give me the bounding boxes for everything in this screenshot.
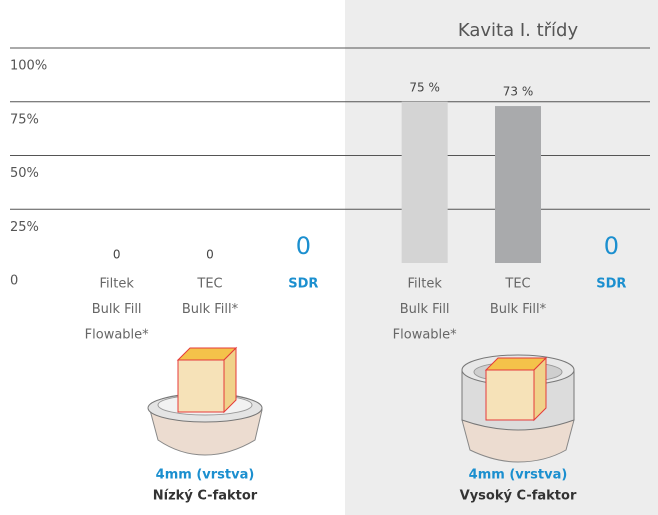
- y-tick-label: 25%: [10, 220, 39, 235]
- chart: 0 25% 50% 75% 100% 0 Filtek Bulk Fill Flowable* 0…: [0, 0, 658, 515]
- x-tick-label: SDR: [288, 277, 318, 292]
- x-tick-label: Filtek: [99, 277, 134, 292]
- y-tick-label: 100%: [10, 59, 47, 74]
- x-tick-label: TEC: [196, 277, 222, 292]
- x-tick-label: Bulk Fill*: [182, 302, 239, 317]
- c-factor-caption: Vysoký C-faktor: [460, 489, 577, 504]
- bar: [402, 102, 448, 263]
- y-tick-label: 0: [10, 274, 18, 289]
- tooth-illustration: [148, 348, 262, 455]
- x-tick-label: Bulk Fill*: [490, 302, 547, 317]
- value-label: 0: [296, 232, 311, 260]
- value-label: 0: [206, 248, 214, 262]
- layer-caption: 4mm (vrstva): [156, 468, 255, 483]
- x-tick-label: TEC: [504, 277, 530, 292]
- x-tick-label: Bulk Fill: [92, 302, 142, 317]
- x-tick-label: Flowable*: [393, 328, 458, 343]
- c-factor-caption: Nízký C-faktor: [153, 489, 258, 504]
- value-label: 0: [604, 232, 619, 260]
- y-tick-label: 75%: [10, 112, 39, 127]
- x-tick-label: Bulk Fill: [400, 302, 450, 317]
- bar: [495, 106, 541, 263]
- tooth-illustration: [462, 355, 574, 462]
- x-tick-label: SDR: [596, 277, 626, 292]
- x-tick-label: Filtek: [407, 277, 442, 292]
- x-tick-label: Flowable*: [85, 328, 150, 343]
- value-label: 75 %: [409, 80, 440, 94]
- panel-title: Kavita I. třídy: [458, 20, 579, 41]
- value-label: 0: [113, 248, 121, 262]
- y-tick-label: 50%: [10, 166, 39, 181]
- layer-caption: 4mm (vrstva): [469, 468, 568, 483]
- value-label: 73 %: [503, 85, 534, 99]
